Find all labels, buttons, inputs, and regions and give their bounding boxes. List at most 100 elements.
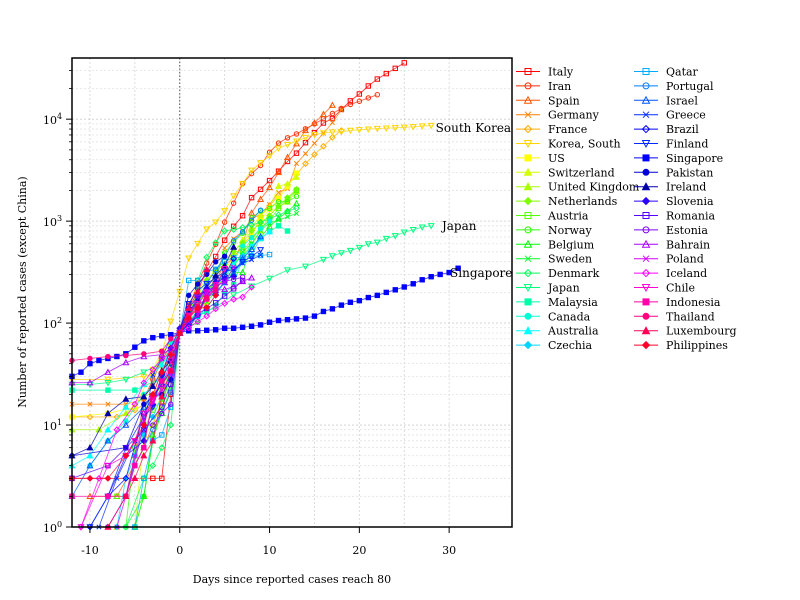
data-point [104, 409, 112, 417]
series-line-norway [125, 196, 297, 528]
legend-label: Austria [547, 210, 589, 223]
data-point [158, 350, 166, 358]
annotation-label: Singapore [450, 266, 512, 280]
legend-label: Iran [548, 80, 571, 93]
data-point [104, 425, 112, 433]
data-point [168, 401, 174, 407]
y-tick-label: 101 [43, 418, 62, 433]
data-point [284, 199, 291, 205]
data-point [391, 125, 399, 132]
data-point [167, 367, 175, 374]
data-point [364, 241, 372, 248]
data-point [320, 142, 327, 150]
legend-entry-korea-south: Korea, South [516, 138, 621, 151]
legend-entry-iran: Iran [516, 80, 571, 93]
legend-marker [642, 154, 650, 162]
data-point [105, 401, 111, 407]
data-point [186, 292, 192, 299]
data-point [104, 380, 112, 387]
legend-marker [523, 268, 533, 278]
data-point [212, 259, 219, 265]
data-point [329, 133, 336, 141]
data-point [87, 360, 93, 367]
data-point [122, 395, 130, 402]
data-point [257, 186, 264, 193]
data-point [275, 317, 282, 324]
data-point [382, 235, 390, 243]
data-point [141, 493, 147, 499]
data-point [410, 281, 416, 287]
data-point [400, 229, 408, 236]
legend-entry-netherlands: Netherlands [516, 195, 618, 208]
data-point [257, 207, 264, 213]
data-point [186, 277, 192, 284]
data-point [159, 333, 165, 339]
data-point [185, 300, 193, 308]
legend-label: Pakistan [666, 166, 713, 179]
data-point [248, 253, 256, 261]
data-point [292, 173, 301, 180]
data-point [284, 207, 291, 215]
data-point [355, 244, 363, 252]
legend-label: Thailand [666, 310, 715, 323]
data-point [203, 312, 211, 320]
series-line-japan [72, 225, 432, 385]
legend-label: Canada [548, 310, 591, 323]
data-point [230, 238, 237, 244]
data-point [346, 247, 354, 255]
x-axis: -10 0 10 20 30 [81, 527, 456, 557]
data-point [328, 129, 336, 136]
data-point [248, 283, 255, 291]
legend-marker [641, 182, 651, 191]
data-point [230, 255, 238, 263]
annotation-label: Japan [440, 219, 477, 233]
data-point [203, 289, 211, 296]
data-point [140, 421, 148, 429]
data-point [105, 493, 111, 500]
legend-marker [641, 95, 651, 104]
data-point [275, 217, 282, 223]
legend-marker [524, 212, 532, 219]
data-point [319, 110, 327, 117]
data-point [140, 451, 148, 459]
data-point [356, 297, 363, 304]
data-point [78, 369, 84, 375]
legend-entry-indonesia: Indonesia [634, 296, 721, 309]
legend-entry-austria: Austria [516, 210, 589, 223]
data-point [373, 239, 381, 247]
data-point [239, 180, 247, 188]
series-line-qatar [134, 254, 270, 528]
data-point [374, 292, 381, 299]
legend-label: Bahrain [666, 238, 710, 251]
data-point [258, 252, 264, 258]
data-point [409, 226, 417, 234]
data-point [86, 443, 94, 451]
legend-label: Germany [548, 109, 600, 122]
data-point [248, 274, 256, 281]
data-point [383, 70, 389, 77]
data-point [311, 313, 318, 319]
data-point [338, 302, 345, 308]
data-point [203, 327, 210, 333]
data-point [283, 267, 292, 274]
series-line-iceland [80, 286, 252, 528]
data-point [293, 160, 300, 167]
data-point [257, 232, 265, 240]
data-point [293, 187, 300, 193]
data-point [248, 167, 256, 175]
data-point [275, 198, 282, 205]
data-point [212, 219, 220, 226]
data-point [104, 376, 112, 384]
data-point [311, 140, 318, 146]
data-point [365, 95, 372, 101]
data-point [158, 444, 166, 452]
data-point [293, 204, 300, 212]
data-point [194, 318, 202, 326]
x-tick-label: -10 [81, 544, 99, 557]
legend-label: United Kingdom [548, 181, 640, 194]
data-point [239, 259, 247, 266]
legend-marker [523, 95, 533, 104]
data-point [310, 119, 318, 126]
data-point [203, 265, 211, 273]
data-point [275, 140, 282, 146]
